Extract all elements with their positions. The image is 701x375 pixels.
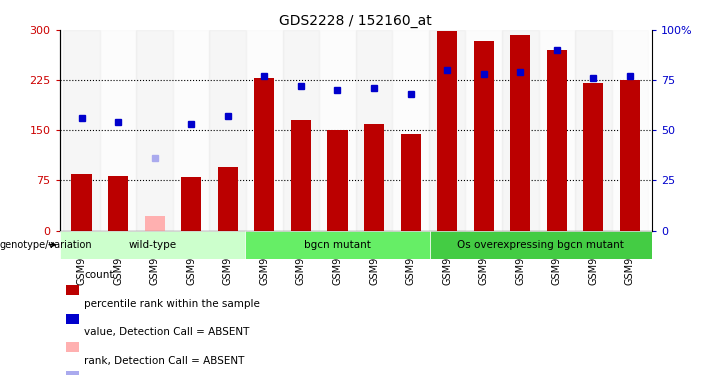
Bar (246, 30, 283, 231)
Bar (583, 84, 604, 231)
Bar (510, 34, 531, 231)
Bar (65, 285, 79, 295)
Bar (173, 30, 210, 231)
Text: percentile rank within the sample: percentile rank within the sample (84, 298, 260, 309)
Bar (364, 124, 384, 231)
Bar (502, 30, 538, 231)
Bar (393, 30, 429, 231)
Bar (291, 120, 311, 231)
Text: genotype/variation: genotype/variation (0, 240, 93, 250)
Bar (65, 371, 79, 375)
Bar (181, 177, 201, 231)
Bar (210, 30, 246, 231)
Bar (245, 231, 430, 259)
Bar (430, 231, 652, 259)
Bar (63, 30, 100, 231)
Bar (437, 32, 457, 231)
Bar (60, 231, 245, 259)
Text: Os overexpressing bgcn mutant: Os overexpressing bgcn mutant (458, 240, 625, 250)
Bar (355, 30, 393, 231)
Text: rank, Detection Call = ABSENT: rank, Detection Call = ABSENT (84, 356, 245, 366)
Text: bgcn mutant: bgcn mutant (304, 240, 371, 250)
Bar (465, 30, 502, 231)
Text: wild-type: wild-type (128, 240, 176, 250)
Bar (108, 176, 128, 231)
Bar (72, 174, 92, 231)
Bar (65, 314, 79, 324)
Bar (283, 30, 319, 231)
Bar (575, 30, 612, 231)
Bar (65, 342, 79, 352)
Bar (100, 30, 137, 231)
Bar (547, 50, 567, 231)
Bar (319, 30, 355, 231)
Bar (327, 130, 348, 231)
Text: count: count (84, 270, 114, 280)
Bar (620, 80, 640, 231)
Bar (474, 41, 494, 231)
Bar (612, 30, 648, 231)
Title: GDS2228 / 152160_at: GDS2228 / 152160_at (280, 13, 432, 28)
Bar (137, 30, 173, 231)
Text: value, Detection Call = ABSENT: value, Detection Call = ABSENT (84, 327, 250, 337)
Bar (538, 30, 575, 231)
Bar (254, 78, 274, 231)
Bar (400, 134, 421, 231)
Bar (218, 167, 238, 231)
Bar (144, 216, 165, 231)
Bar (429, 30, 465, 231)
